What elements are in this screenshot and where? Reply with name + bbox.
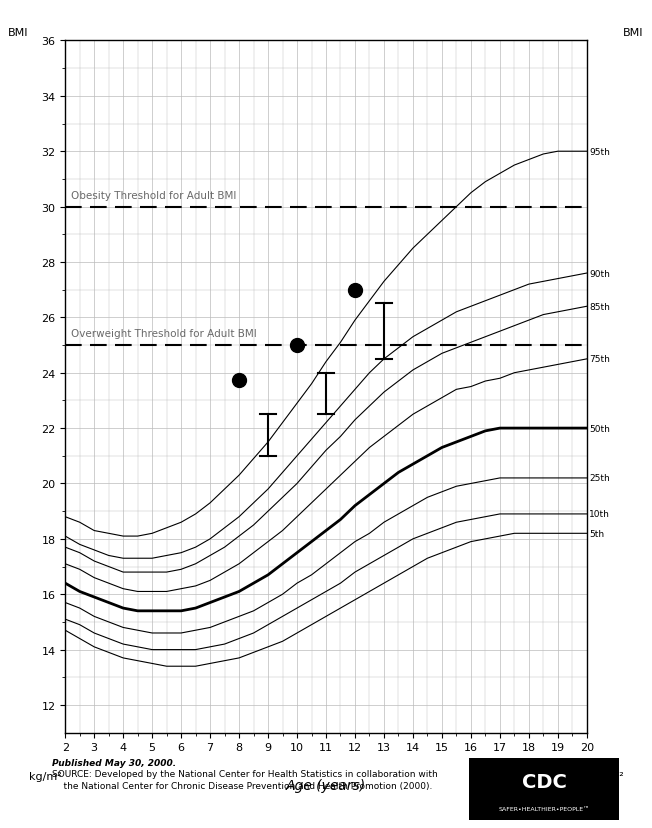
- Text: 5th: 5th: [589, 529, 604, 538]
- Text: Overweight Threshold for Adult BMI: Overweight Threshold for Adult BMI: [71, 329, 257, 339]
- Text: 10th: 10th: [589, 510, 610, 519]
- Text: 25th: 25th: [589, 474, 610, 483]
- Text: 50th: 50th: [589, 424, 610, 433]
- Text: 85th: 85th: [589, 302, 610, 311]
- Text: Published May 30, 2000.: Published May 30, 2000.: [52, 758, 176, 767]
- Text: 90th: 90th: [589, 269, 610, 278]
- Text: SAFER•HEALTHIER•PEOPLE™: SAFER•HEALTHIER•PEOPLE™: [499, 806, 590, 811]
- Text: Age (years): Age (years): [286, 777, 366, 792]
- Text: kg/m²: kg/m²: [591, 771, 623, 781]
- Text: BMI: BMI: [623, 28, 644, 38]
- Text: 95th: 95th: [589, 147, 610, 156]
- Text: SOURCE: Developed by the National Center for Health Statistics in collaboration : SOURCE: Developed by the National Center…: [52, 769, 438, 778]
- Text: CDC: CDC: [522, 772, 567, 791]
- Text: BMI: BMI: [8, 28, 29, 38]
- Text: the National Center for Chronic Disease Prevention and Health Promotion (2000).: the National Center for Chronic Disease …: [52, 781, 432, 790]
- Text: Obesity Threshold for Adult BMI: Obesity Threshold for Adult BMI: [71, 190, 237, 200]
- Text: kg/m²: kg/m²: [29, 771, 61, 781]
- Text: 75th: 75th: [589, 355, 610, 364]
